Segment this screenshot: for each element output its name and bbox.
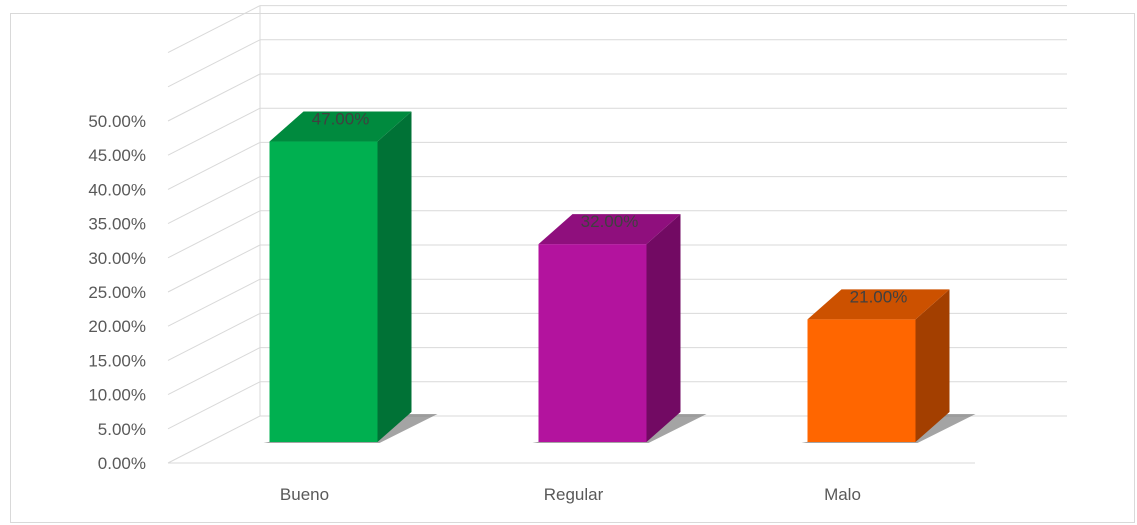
y-tick-label: 10.00% [88,386,146,405]
x-tick-label: Regular [544,485,604,504]
y-tick-label: 45.00% [88,146,146,165]
data-label: 47.00% [312,110,370,129]
bar [269,111,412,443]
x-tick-label: Bueno [280,485,329,504]
data-label: 32.00% [581,212,639,231]
y-tick-label: 35.00% [88,215,146,234]
y-tick-label: 0.00% [98,454,146,473]
x-tick-label: Malo [824,485,861,504]
y-tick-label: 20.00% [88,317,146,336]
gridline [167,5,1067,54]
y-tick-label: 25.00% [88,283,146,302]
data-label: 21.00% [850,287,908,306]
y-tick-label: 15.00% [88,351,146,370]
y-tick-label: 40.00% [88,180,146,199]
y-tick-label: 50.00% [88,112,146,131]
bar [807,289,950,442]
y-tick-label: 5.00% [98,420,146,439]
gridline [167,73,1067,122]
gridline [167,107,1067,156]
gridline [167,39,1067,88]
y-tick-label: 30.00% [88,249,146,268]
bar [538,214,681,442]
